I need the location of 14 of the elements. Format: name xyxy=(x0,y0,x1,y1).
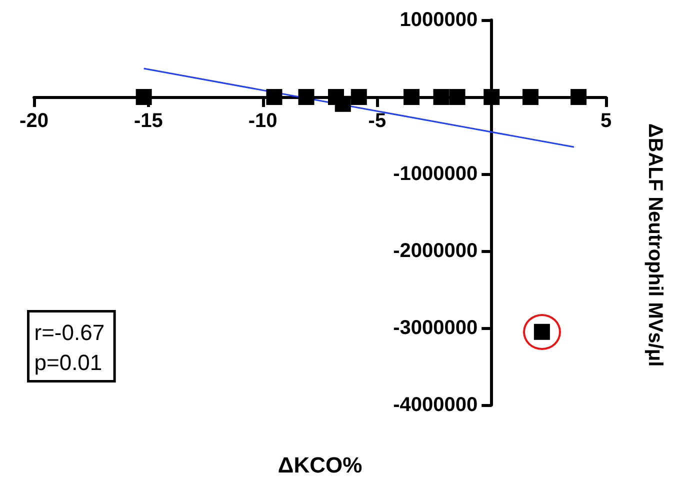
y-tick-label: -1000000 xyxy=(393,163,478,185)
annotation: r=-0.67 xyxy=(34,320,105,345)
y-tick-label: -4000000 xyxy=(393,394,478,416)
x-tick-label: -15 xyxy=(134,110,163,132)
x-tick-label: -10 xyxy=(248,110,278,132)
y-axis-title: ΔBALF Neutrophil MVs/μl xyxy=(644,123,666,367)
y-tick-label: 1000000 xyxy=(400,9,478,31)
x-tick-label: -5 xyxy=(368,110,386,132)
x-tick-label: 5 xyxy=(600,110,612,132)
x-axis-title: ΔKCO% xyxy=(278,452,362,478)
x-tick-label: -20 xyxy=(20,110,48,132)
y-tick-label: -2000000 xyxy=(393,240,478,262)
annotation: p=0.01 xyxy=(34,350,102,375)
y-tick-label: -3000000 xyxy=(393,317,478,339)
